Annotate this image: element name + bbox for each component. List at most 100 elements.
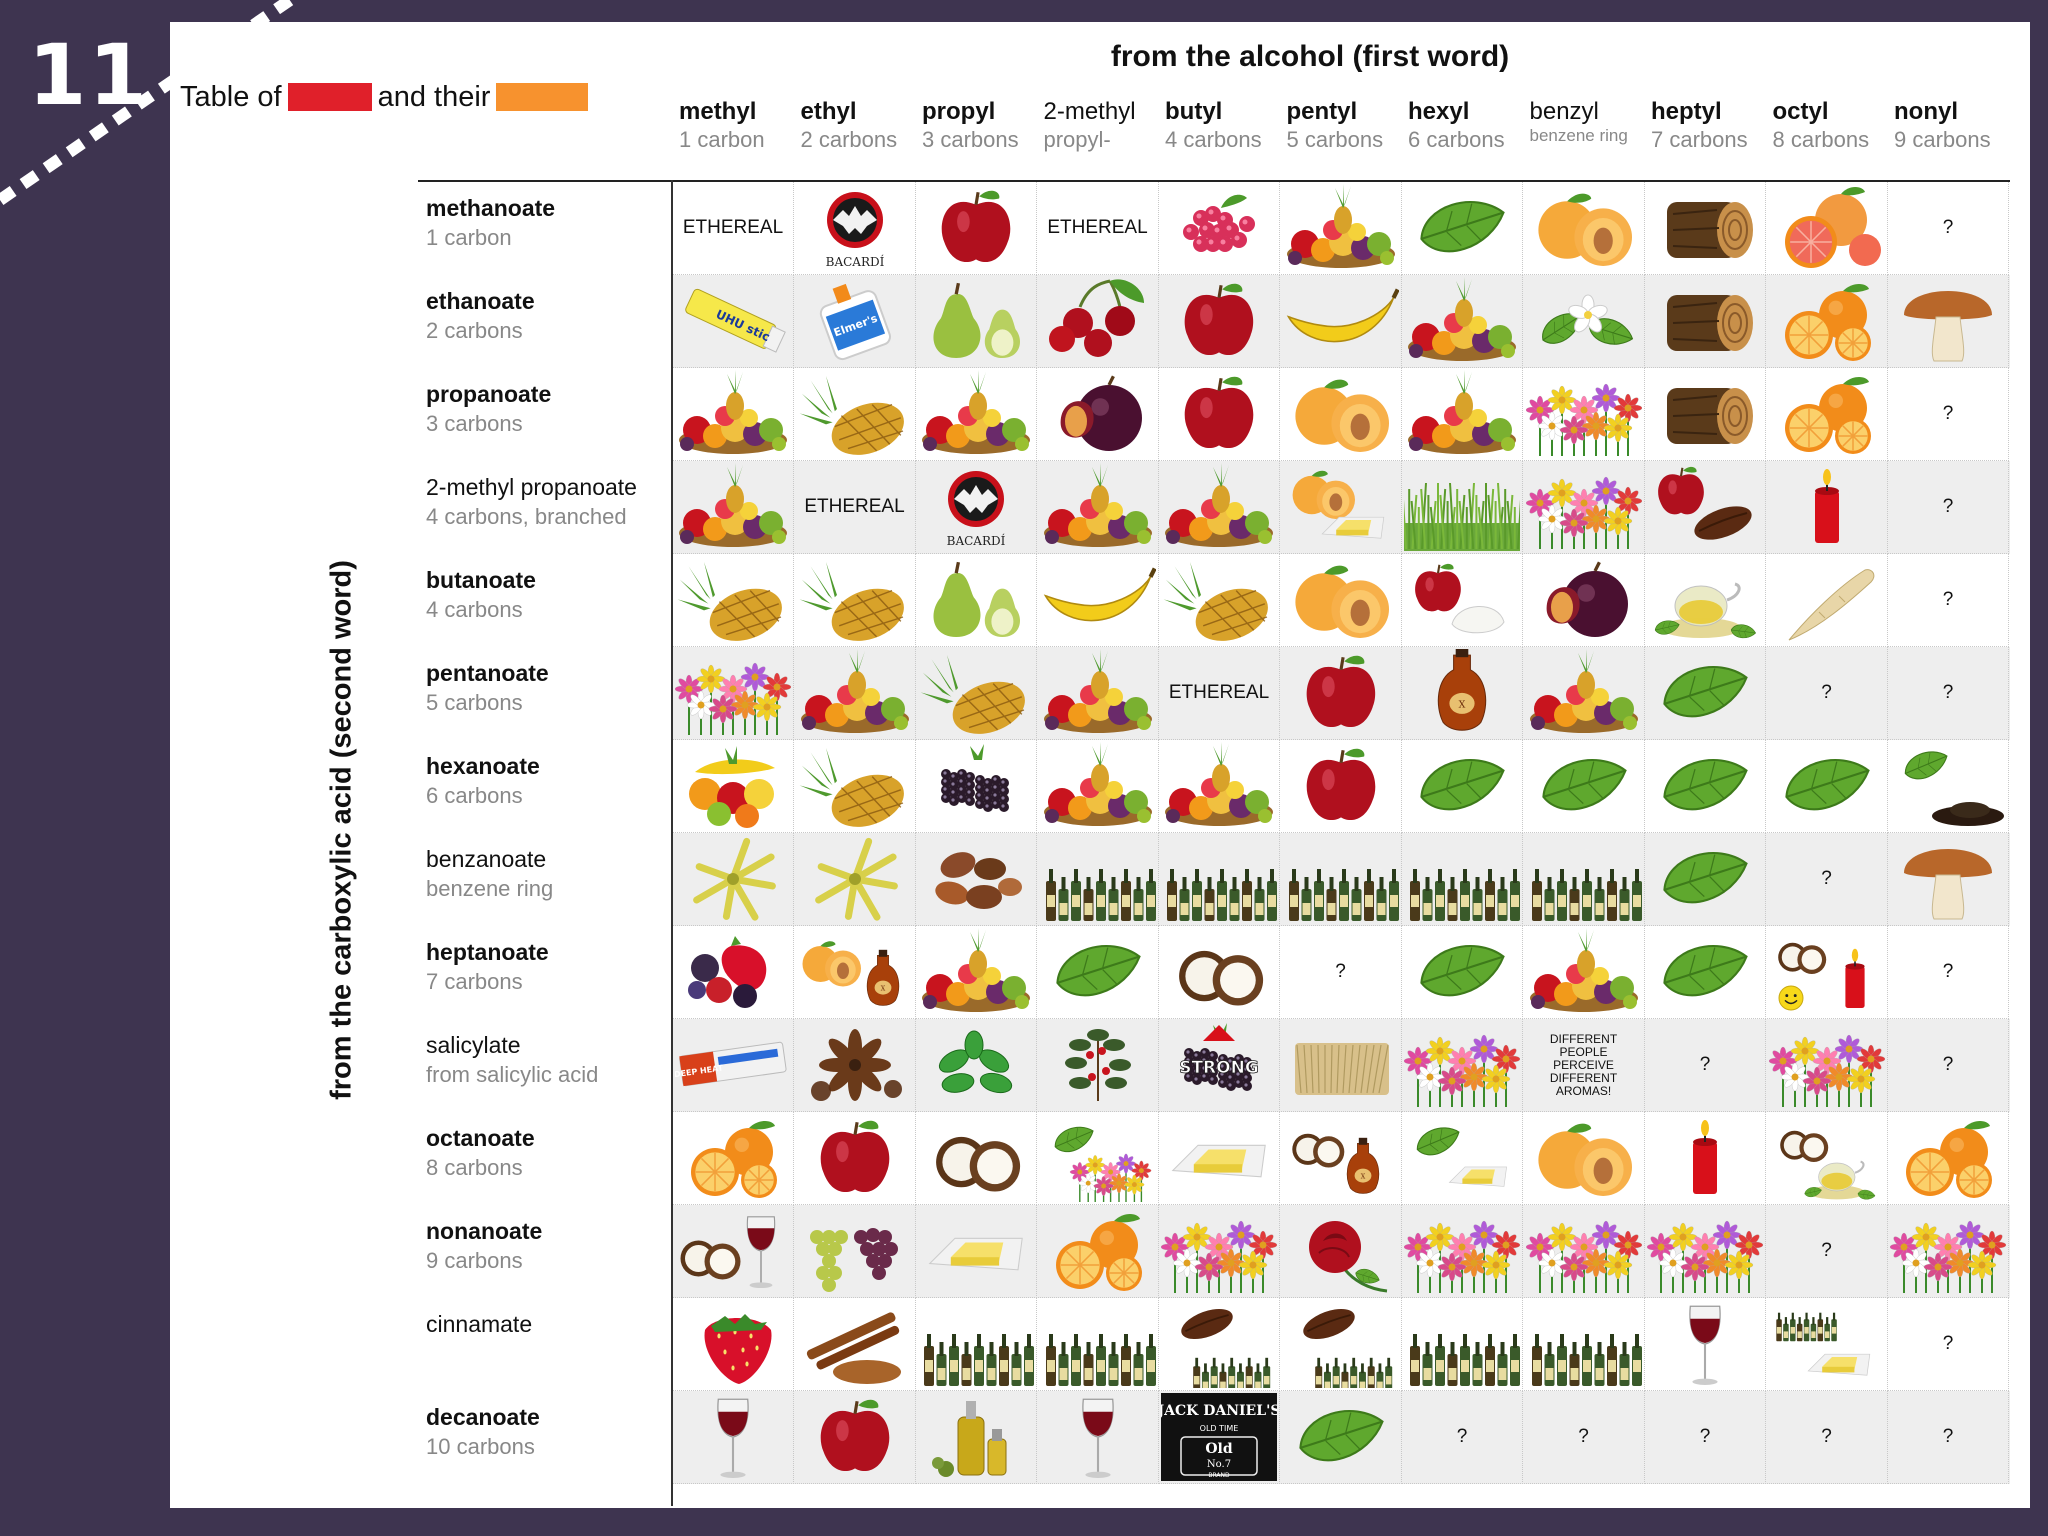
flowers-icon [1404, 1220, 1520, 1293]
row-header-salicylate: salicylate from salicylic acid [426, 1031, 666, 1089]
fruitmix-icon [1165, 463, 1273, 547]
cell-unknown: ? [1523, 1391, 1645, 1484]
cell-unknown-mark: ? [1699, 1426, 1711, 1447]
column-header-2-methyl: 2-methyl propyl- [1044, 98, 1162, 154]
deepheat-icon: DEEP HEAT [675, 1041, 787, 1087]
row-header-propanoate: propanoate 3 carbons [426, 380, 666, 438]
cell-wine-icon [1645, 1298, 1766, 1391]
fruitmix-icon [679, 463, 787, 547]
cell-apricot-icon [1523, 1112, 1645, 1205]
row-header-pentanoate: pentanoate 5 carbons [426, 659, 666, 717]
row-header-hexanoate: hexanoate 6 carbons [426, 752, 666, 810]
leaf-icon [1663, 944, 1748, 997]
table-row [673, 275, 2010, 368]
leaf-icon [1420, 944, 1505, 997]
cell-leaf-icon [1645, 647, 1766, 740]
cell-butter-icon [916, 1205, 1037, 1298]
cell-fruitmix-icon [1159, 740, 1280, 833]
row-header-sub: 2 carbons [426, 318, 523, 343]
cell-unknown-mark: ? [1942, 961, 1954, 982]
svg-text:BRAND: BRAND [1208, 1472, 1230, 1479]
cell-unknown-mark: ? [1942, 1054, 1954, 1075]
cell-fruitmix-icon [1402, 368, 1523, 461]
cell-plum-icon [1037, 368, 1159, 461]
apple-cheese-icon [1415, 563, 1505, 634]
cell-coconut-tea-icon [1766, 1112, 1888, 1205]
bottles-icon [1410, 1334, 1520, 1386]
top-axis-title: from the alcohol (first word) [1110, 40, 1510, 73]
flowers-icon [1525, 1220, 1642, 1293]
orange-icon [1784, 284, 1871, 361]
fruitmix-icon [1286, 184, 1395, 268]
fruitmix-icon [1529, 928, 1638, 1012]
row-header-name: decanoate [426, 1404, 540, 1430]
cell-flowers-icon [1523, 461, 1645, 554]
cell-strawberry-icon [673, 1298, 794, 1391]
cell-unknown-mark: ? [1942, 682, 1954, 703]
row-header-sub: 4 carbons, branched [426, 504, 627, 529]
column-header-sub: 1 carbon [679, 127, 765, 152]
row-header-sub: 4 carbons [426, 597, 523, 622]
cell-unknown: ? [1766, 1391, 1888, 1484]
cell-candle-icon [1645, 1112, 1766, 1205]
apple-icon [820, 1120, 889, 1193]
cell-leaf-flowers-icon [1037, 1112, 1159, 1205]
column-header-heptyl: heptyl 7 carbons [1651, 98, 1769, 154]
cell-orange-icon [1037, 1205, 1159, 1298]
strawberry-icon [704, 1314, 772, 1384]
leaf-icon [1298, 1409, 1384, 1462]
cell-unknown: ? [1888, 1019, 2009, 1112]
coconut-icon [936, 1136, 1021, 1192]
apple-icon [1184, 376, 1254, 449]
column-header-name: heptyl [1651, 98, 1722, 125]
pineapple-icon [1163, 562, 1268, 641]
row-header-name: propanoate [426, 381, 552, 407]
row-header-name: nonanoate [426, 1218, 543, 1244]
column-header-name: benzyl [1529, 98, 1599, 125]
wine-icon [1081, 1398, 1114, 1478]
cell-unknown: ? [1888, 647, 2009, 740]
cell-flowers-icon [1888, 1205, 2009, 1298]
cell-bottles-icon [1280, 833, 1402, 926]
cell-unknown-mark: ? [1335, 961, 1346, 982]
cell-aroma-label: ETHEREAL [804, 496, 905, 517]
bottles-butter-icon [1775, 1312, 1870, 1376]
cell-bacardi-icon: BACARDÍ [916, 461, 1037, 554]
column-header-hexyl: hexyl 6 carbons [1408, 98, 1526, 154]
cell-raspberry-icon [1159, 182, 1280, 275]
row-header-name: butanoate [426, 567, 536, 593]
cell-cherry-icon [1037, 275, 1159, 368]
side-axis-title: from the carboxylic acid (second word) [325, 560, 358, 1100]
strong-icon: STRONG [1179, 1023, 1259, 1091]
column-header-sub: benzene ring [1529, 126, 1628, 145]
legend: Table of and their [180, 80, 594, 114]
cell-flowers-icon [1523, 1205, 1645, 1298]
cell-fruitmix-icon [916, 368, 1037, 461]
cell-candle-icon [1766, 461, 1888, 554]
cell-fruitmix-icon [1280, 182, 1402, 275]
column-header-sub: 5 carbons [1286, 127, 1384, 152]
row-header-name: ethanoate [426, 288, 535, 314]
row-header-sub: 5 carbons [426, 690, 523, 715]
cell-pear-icon [916, 275, 1037, 368]
cell-unknown-mark: ? [1821, 1240, 1832, 1261]
cell-apple-icon [916, 182, 1037, 275]
wine-icon [1689, 1305, 1721, 1385]
log-icon [1667, 388, 1753, 444]
row-header-ethanoate: ethanoate 2 carbons [426, 287, 666, 345]
cell-glue-icon: Elmer's [794, 275, 916, 368]
cell-coconut-wine-icon [673, 1205, 794, 1298]
cell-leaf-icon [1766, 740, 1888, 833]
row-header-name: 2-methyl propanoate [426, 474, 637, 500]
cell-gluestick-icon: UHU stic [673, 275, 794, 368]
rose-icon [1308, 1221, 1387, 1293]
cell-cocoa-bottles-icon [1280, 1298, 1402, 1391]
cell-unknown: ? [1766, 647, 1888, 740]
column-header-pentyl: pentyl 5 carbons [1287, 98, 1405, 154]
cell-leaf-icon [1402, 182, 1523, 275]
leaf-icon [1663, 851, 1748, 904]
cell-flowers-icon [1159, 1205, 1280, 1298]
column-header-name: methyl [679, 98, 757, 125]
column-header-butyl: butyl 4 carbons [1165, 98, 1283, 154]
cell-orange-icon [1766, 275, 1888, 368]
